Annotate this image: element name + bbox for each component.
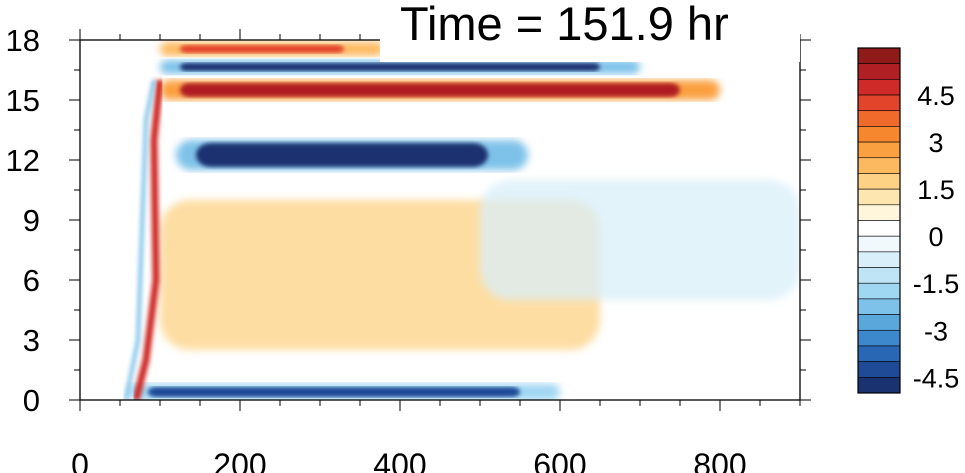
colorbar-swatch [857, 361, 901, 378]
plot-area [80, 40, 800, 400]
colorbar-swatch [857, 282, 901, 300]
colorbar-swatch [857, 267, 901, 284]
colorbar-swatch [857, 204, 901, 221]
colorbar: 4.5 3 1.5 0 -1.5 -3 -4.5 [857, 47, 960, 394]
x-tick-label: 200 [213, 447, 266, 473]
colorbar-swatch [857, 173, 901, 190]
colorbar-swatch [857, 377, 901, 394]
chart-title-group: Time = 151.9 hr [380, 0, 800, 62]
colorbar-swatch [857, 126, 901, 143]
colorbar-swatch [857, 110, 901, 127]
colorbar-label: -1.5 [913, 269, 960, 299]
y-tick-label: 0 [23, 383, 40, 418]
y-tick-label: 3 [23, 323, 40, 358]
colorbar-swatch [857, 329, 901, 347]
colorbar-label: -3 [924, 316, 948, 346]
colorbar-label: -4.5 [913, 363, 960, 393]
colorbar-swatch [857, 79, 901, 96]
y-tick-label: 12 [6, 143, 40, 178]
heatmap-cool-region [480, 180, 800, 300]
colorbar-label: 1.5 [917, 175, 955, 205]
chart-title: Time = 151.9 hr [400, 0, 729, 50]
colorbar-swatch [857, 141, 901, 159]
y-tick-label: 9 [23, 203, 40, 238]
colorbar-swatch [857, 220, 901, 237]
x-tick-label: 800 [693, 447, 746, 473]
colorbar-swatch [857, 235, 901, 253]
x-tick-label: 400 [373, 447, 426, 473]
heatmap-features [124, 42, 800, 400]
heatmap-top-red-band [160, 42, 384, 56]
colorbar-swatch [857, 345, 901, 362]
heatmap-middle-blue-band [176, 140, 528, 170]
colorbar-swatch [857, 314, 901, 331]
colorbar-swatch [857, 47, 901, 64]
colorbar-label: 3 [928, 128, 943, 158]
colorbar-swatch [857, 298, 901, 315]
colorbar-frame [857, 47, 901, 394]
heatmap-front-line [124, 79, 164, 400]
heatmap-upper-red-band [160, 80, 720, 100]
colorbar-swatch [857, 157, 901, 174]
colorbar-swatch [857, 188, 901, 206]
y-axis: 0 3 6 9 12 15 18 [6, 23, 811, 418]
colorbar-swatch [857, 94, 901, 112]
colorbar-label: 4.5 [917, 81, 955, 111]
colorbar-swatch [857, 63, 901, 80]
x-axis: 0 200 400 600 800 [71, 29, 801, 473]
colorbar-swatch [857, 251, 901, 268]
x-tick-label: 0 [71, 447, 89, 473]
y-tick-label: 15 [6, 83, 40, 118]
heatmap-top-blue-band [160, 60, 640, 74]
colorbar-label: 0 [928, 222, 943, 252]
x-tick-label: 600 [533, 447, 586, 473]
heatmap-bottom-blue-band [128, 384, 560, 400]
y-tick-label: 6 [23, 263, 40, 298]
y-tick-label: 18 [6, 23, 40, 58]
